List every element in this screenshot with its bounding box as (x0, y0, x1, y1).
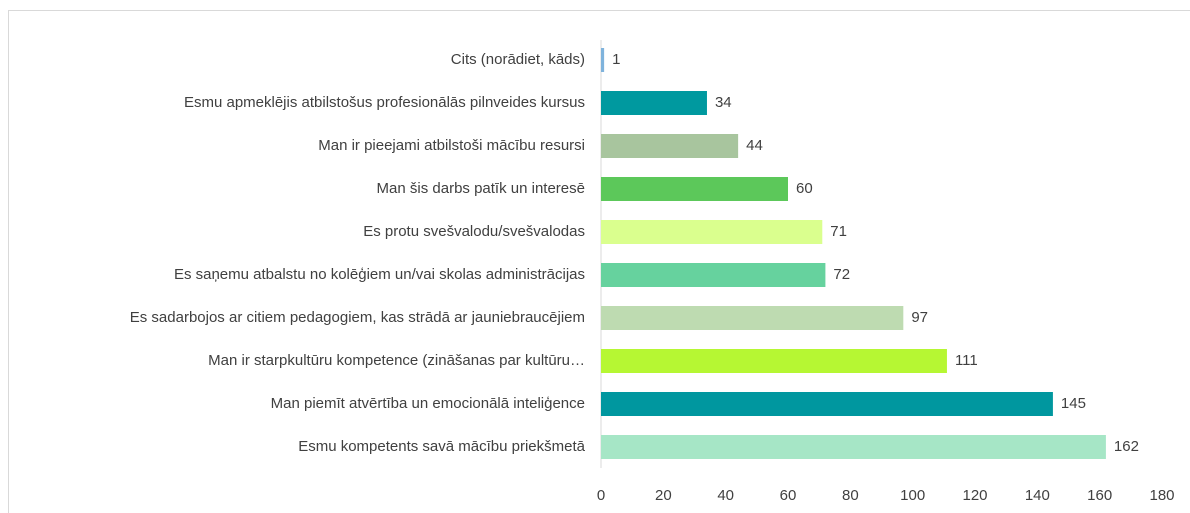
y-tick-label: Esmu apmeklējis atbilstošus profesionālā… (184, 94, 585, 111)
x-tick-label: 120 (962, 487, 987, 504)
x-tick-label: 80 (842, 487, 859, 504)
value-label: 111 (955, 352, 978, 369)
x-tick-label: 160 (1087, 487, 1112, 504)
bar (601, 392, 1053, 416)
y-tick-label: Man ir pieejami atbilstoši mācību resurs… (318, 137, 585, 154)
y-tick-label: Man piemīt atvērtība un emocionālā intel… (271, 395, 585, 412)
chart-frame (8, 10, 1190, 513)
x-tick-label: 20 (655, 487, 672, 504)
value-label: 60 (796, 180, 813, 197)
x-tick-label: 0 (597, 487, 605, 504)
x-tick-label: 40 (717, 487, 734, 504)
value-label: 145 (1061, 395, 1086, 412)
y-tick-label: Es saņemu atbalstu no kolēģiem un/vai sk… (174, 266, 585, 283)
value-label: 72 (833, 266, 850, 283)
x-tick-label: 180 (1149, 487, 1174, 504)
value-label: 71 (830, 223, 847, 240)
bar (601, 134, 739, 158)
x-tick-label: 100 (900, 487, 925, 504)
bar (601, 177, 788, 201)
y-tick-label: Man ir starpkultūru kompetence (zināšana… (208, 352, 585, 369)
bar (601, 349, 947, 373)
value-label: 44 (746, 137, 763, 154)
bar (601, 91, 707, 115)
bar (601, 48, 605, 72)
y-tick-label: Man šis darbs patīk un interesē (377, 180, 585, 197)
bar (601, 435, 1106, 459)
y-tick-label: Cits (norādiet, kāds) (451, 51, 585, 68)
value-label: 1 (612, 51, 620, 68)
value-label: 34 (715, 94, 732, 111)
value-label: 162 (1114, 438, 1139, 455)
y-tick-label: Es sadarbojos ar citiem pedagogiem, kas … (130, 309, 585, 326)
y-tick-label: Es protu svešvalodu/svešvalodas (363, 223, 585, 240)
bar (601, 220, 823, 244)
x-tick-label: 140 (1025, 487, 1050, 504)
x-tick-label: 60 (780, 487, 797, 504)
y-tick-label: Esmu kompetents savā mācību priekšmetā (298, 438, 585, 455)
bar (601, 306, 904, 330)
bar (601, 263, 826, 287)
value-label: 97 (911, 309, 928, 326)
